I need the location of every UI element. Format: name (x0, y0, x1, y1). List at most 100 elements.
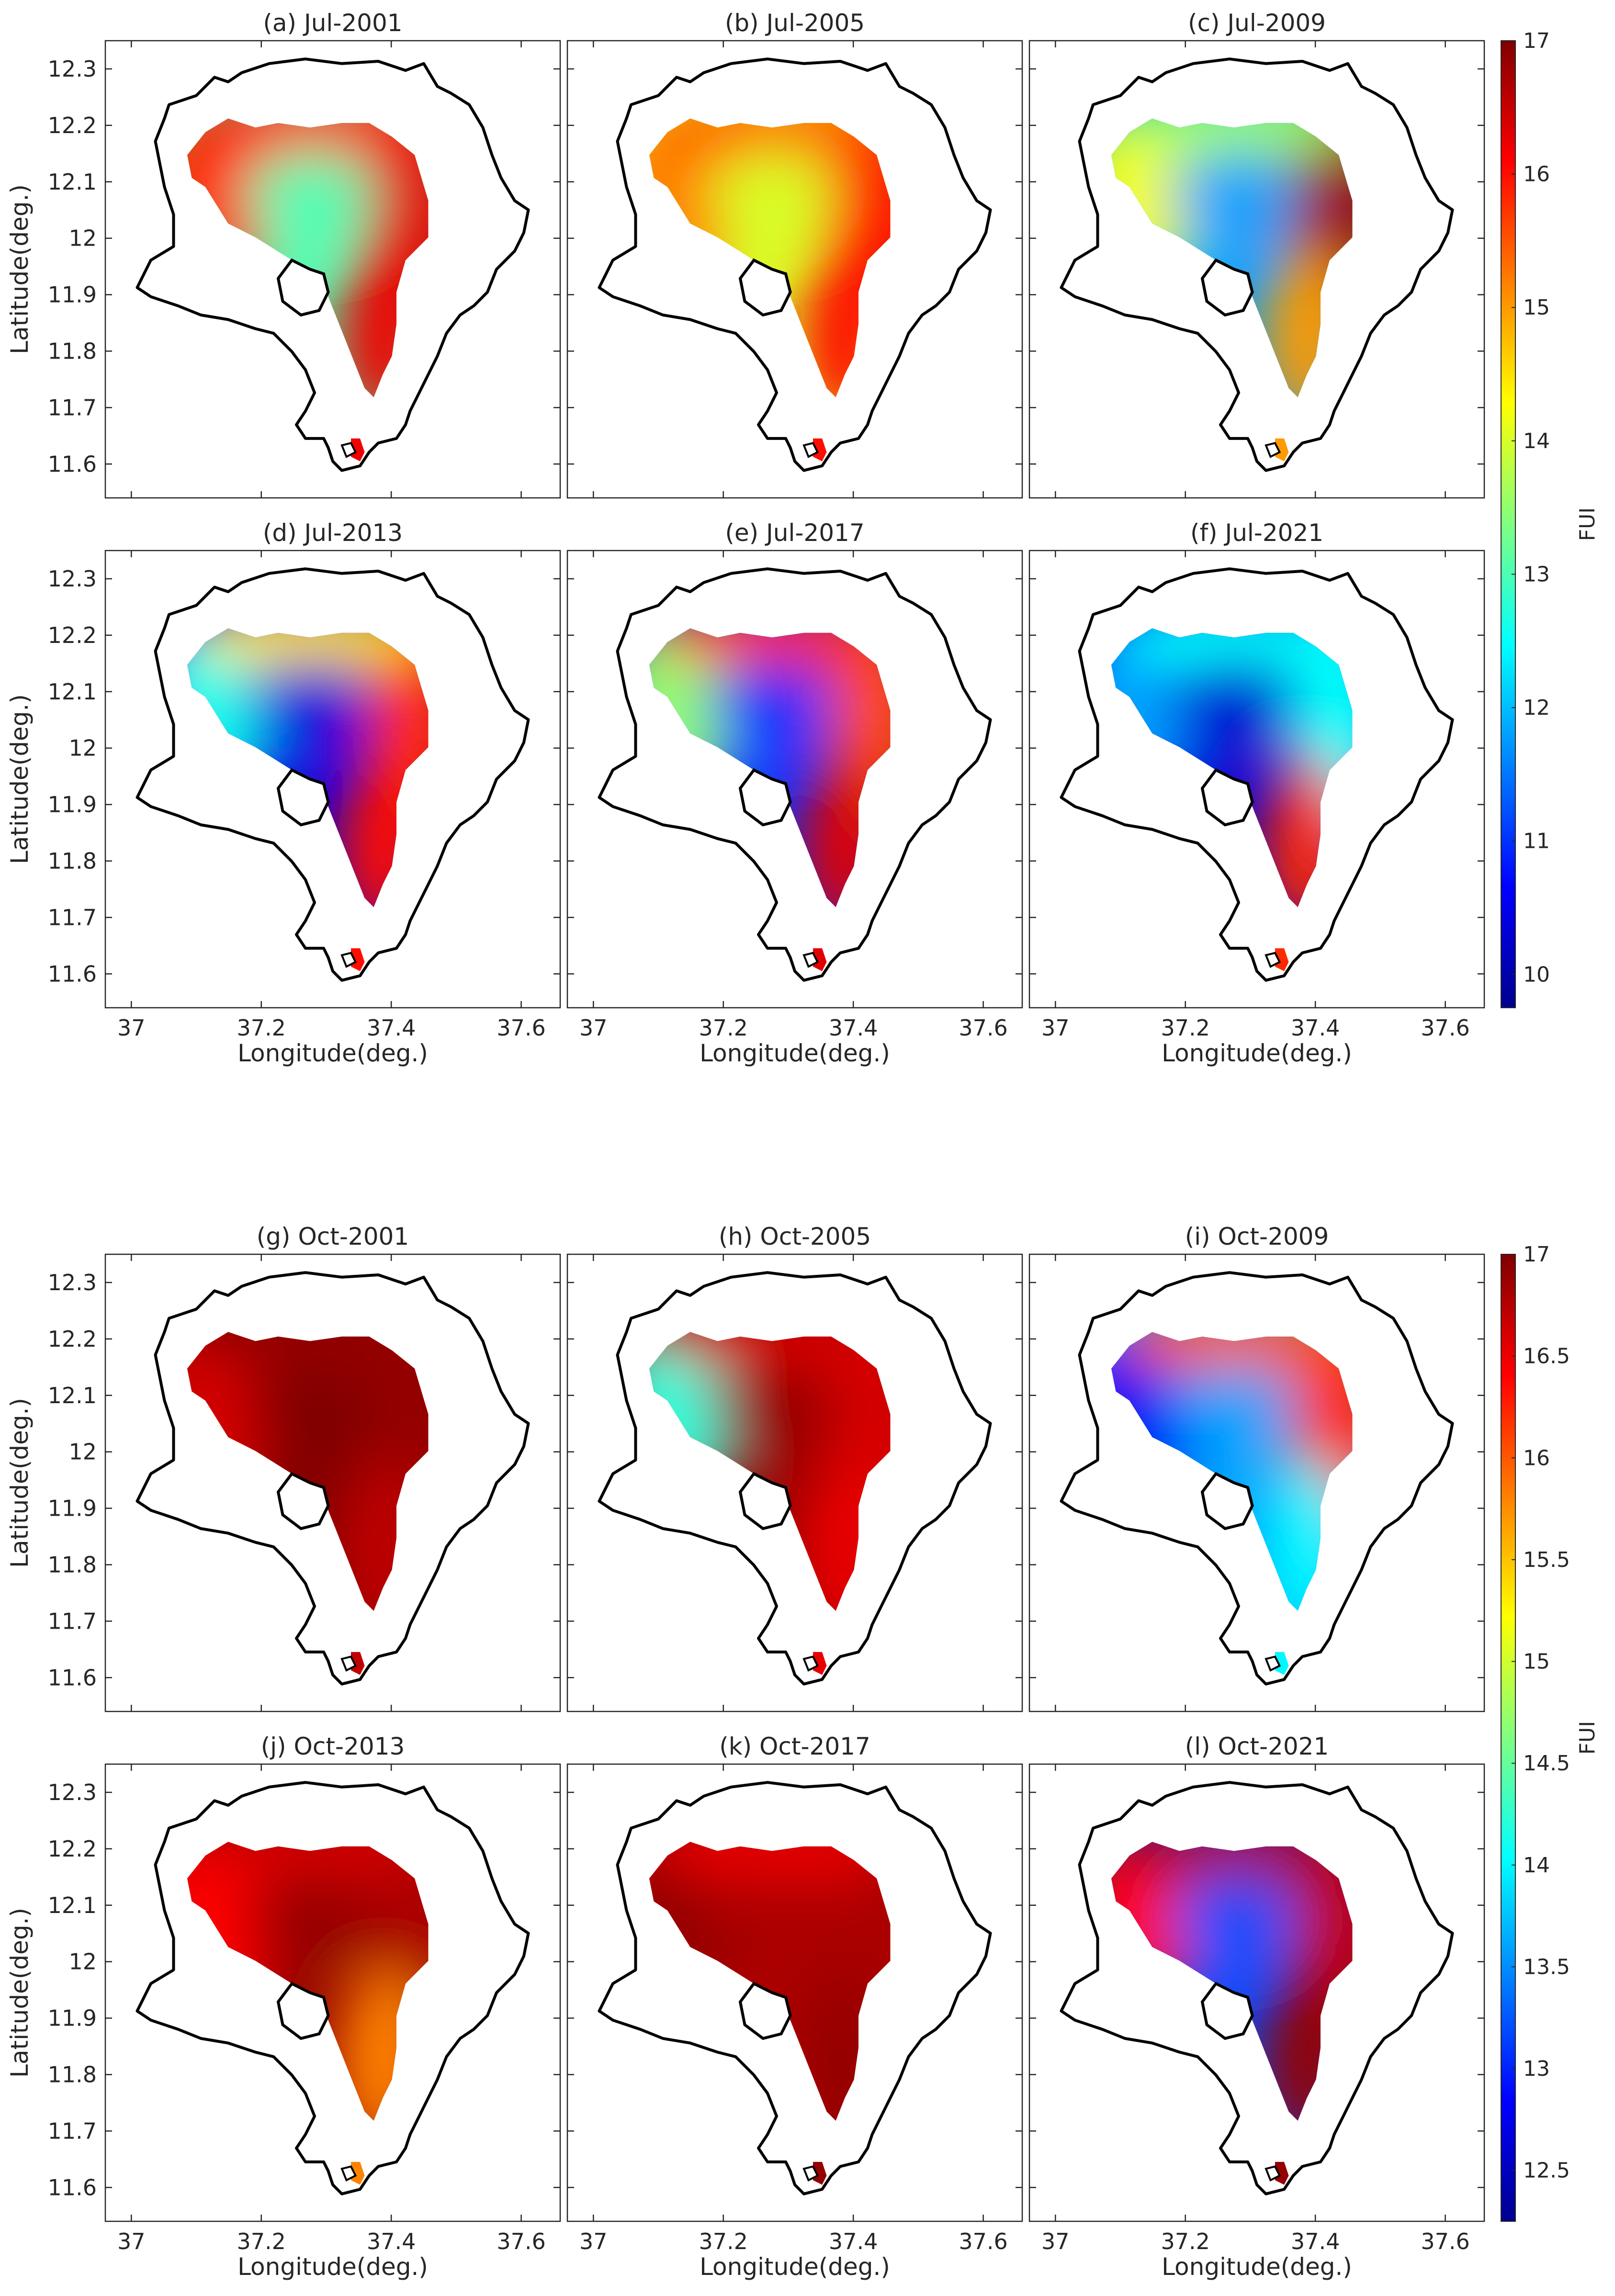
x-tick-label: 37.6 (1421, 1015, 1469, 1041)
islet-outline (340, 442, 357, 458)
x-tick-label: 37 (1041, 1015, 1070, 1041)
colorbar-tick-label: 16 (1523, 1446, 1550, 1470)
y-tick-label: 11.6 (48, 2174, 97, 2200)
colorbar: 10 11 12 13 14 15 16 17 FUI (1501, 29, 1600, 1008)
islet-outline (1265, 442, 1281, 458)
axes-frame (1028, 1763, 1485, 2222)
map-panel: (j) Oct-2013 37 37.2 37.4 37.6 Longitude(deg.… (6, 1733, 561, 2281)
island-outline (738, 768, 792, 827)
x-axis-label: Longitude(deg.) (237, 2253, 428, 2281)
y-tick-label: 11.7 (48, 1608, 97, 1634)
fui-patch (1170, 1874, 1298, 1966)
islet-outline (802, 1655, 819, 1672)
islet-outline (802, 442, 819, 458)
x-tick-label: 37.6 (1421, 2228, 1469, 2254)
map-panel: (d) Jul-2013 37 37.2 37.4 37.6 Longitude(deg.… (6, 519, 561, 1067)
lake-shoreline (598, 1781, 992, 2195)
x-tick-label: 37.2 (699, 2228, 748, 2254)
x-tick-label: 37 (1041, 2228, 1070, 2254)
fui-patch (708, 1364, 836, 1456)
panel-title: (b) Jul-2005 (725, 9, 865, 37)
x-tick-label: 37.4 (367, 2228, 416, 2254)
y-tick-label: 12.3 (48, 56, 97, 82)
lake-shoreline (598, 1271, 992, 1686)
lake-shoreline (598, 57, 992, 472)
map-panel: (b) Jul-2005 (566, 9, 1023, 499)
island-outline (738, 258, 792, 317)
y-tick-label: 11.9 (48, 282, 97, 308)
fui-patch (351, 948, 365, 971)
y-tick-label: 12 (68, 1439, 97, 1465)
fui-patch (1275, 948, 1289, 971)
colorbar-label: FUI (1575, 507, 1600, 541)
fui-patch (246, 1874, 374, 1966)
x-tick-label: 37.4 (1291, 2228, 1340, 2254)
lake-shoreline (1060, 567, 1454, 982)
panel-title: (l) Oct-2021 (1185, 1733, 1329, 1760)
map-panel: (i) Oct-2009 (1028, 1223, 1485, 1712)
islet-outline (802, 2165, 819, 2182)
colorbar: 12.5 13 13.5 14 14.5 15 15.5 16 16.5 17 FUI (1501, 1242, 1600, 2222)
colorbar-tick-label: 14 (1523, 429, 1550, 453)
y-tick-label: 12 (68, 735, 97, 761)
islet-outline (1265, 1655, 1281, 1672)
lake-shoreline (598, 567, 992, 982)
panel-title: (e) Jul-2017 (725, 519, 864, 547)
colorbar-tick-label: 14 (1523, 1853, 1550, 1878)
island-outline (276, 258, 330, 317)
y-tick-label: 12.3 (48, 566, 97, 592)
colorbar-tick-label: 13 (1523, 2057, 1550, 2081)
axes-frame (566, 550, 1023, 1009)
y-tick-label: 11.7 (48, 2118, 97, 2144)
islet-outline (1265, 952, 1281, 968)
lake-shoreline (136, 1781, 530, 2195)
islet-outline (340, 1655, 357, 1672)
x-tick-label: 37.2 (237, 2228, 286, 2254)
map-panel: (g) Oct-2001 11.6 11.7 11.8 11.9 12 12.1 12.2 12… (6, 1223, 561, 1712)
y-tick-label: 12.2 (48, 622, 97, 648)
x-tick-label: 37.4 (367, 1015, 416, 1041)
panel-title: (h) Oct-2005 (719, 1223, 871, 1250)
x-tick-label: 37.2 (699, 1015, 748, 1041)
map-panel: (h) Oct-2005 (566, 1223, 1023, 1712)
panel-title: (i) Oct-2009 (1185, 1223, 1329, 1250)
x-tick-label: 37 (579, 1015, 608, 1041)
y-tick-label: 11.7 (48, 394, 97, 420)
fui-patch (813, 948, 827, 971)
axes-frame (566, 40, 1023, 499)
fui-patch (1170, 660, 1298, 752)
islet-outline (340, 952, 357, 968)
axes-frame (1028, 40, 1485, 499)
y-tick-label: 12 (68, 1949, 97, 1975)
x-tick-label: 37.4 (1291, 1015, 1340, 1041)
colorbar-label: FUI (1575, 1721, 1600, 1755)
island-outline (276, 768, 330, 827)
island-outline (276, 1472, 330, 1531)
y-tick-label: 12.1 (48, 1892, 97, 1918)
axes-frame (566, 1253, 1023, 1712)
map-panel: (l) Oct-2021 37 37.2 37.4 37.6 Longitude(deg.… (1028, 1733, 1485, 2281)
colorbar-tick-label: 17 (1523, 29, 1550, 53)
axes-frame (1028, 1253, 1485, 1712)
colorbar-tick-label: 16 (1523, 162, 1550, 187)
map-panel: (a) Jul-2001 11.6 11.7 11.8 11.9 12 12.1 12.2 12… (6, 9, 561, 499)
x-tick-label: 37.4 (829, 2228, 878, 2254)
lake-shoreline (1060, 57, 1454, 472)
panel-title: (d) Jul-2013 (263, 519, 403, 547)
colorbar-tick-label: 13 (1523, 562, 1550, 586)
island-outline (276, 1981, 330, 2040)
axes-frame (566, 1763, 1023, 2222)
panel-title: (f) Jul-2021 (1190, 519, 1323, 547)
y-tick-label: 11.7 (48, 904, 97, 930)
x-tick-label: 37.6 (497, 2228, 545, 2254)
fui-patch (1275, 1652, 1289, 1675)
colorbar-gradient (1501, 1254, 1516, 2222)
island-outline (1200, 258, 1254, 317)
map-panel: (f) Jul-2021 37 37.2 37.4 37.6 Longitude(deg.… (1028, 519, 1485, 1067)
y-tick-label: 12.1 (48, 1383, 97, 1408)
y-tick-label: 12.3 (48, 1270, 97, 1295)
y-tick-label: 11.6 (48, 451, 97, 477)
x-tick-label: 37.2 (1161, 1015, 1210, 1041)
colorbar-tick-label: 14.5 (1523, 1751, 1570, 1776)
colorbar-tick-label: 12.5 (1523, 2159, 1570, 2183)
